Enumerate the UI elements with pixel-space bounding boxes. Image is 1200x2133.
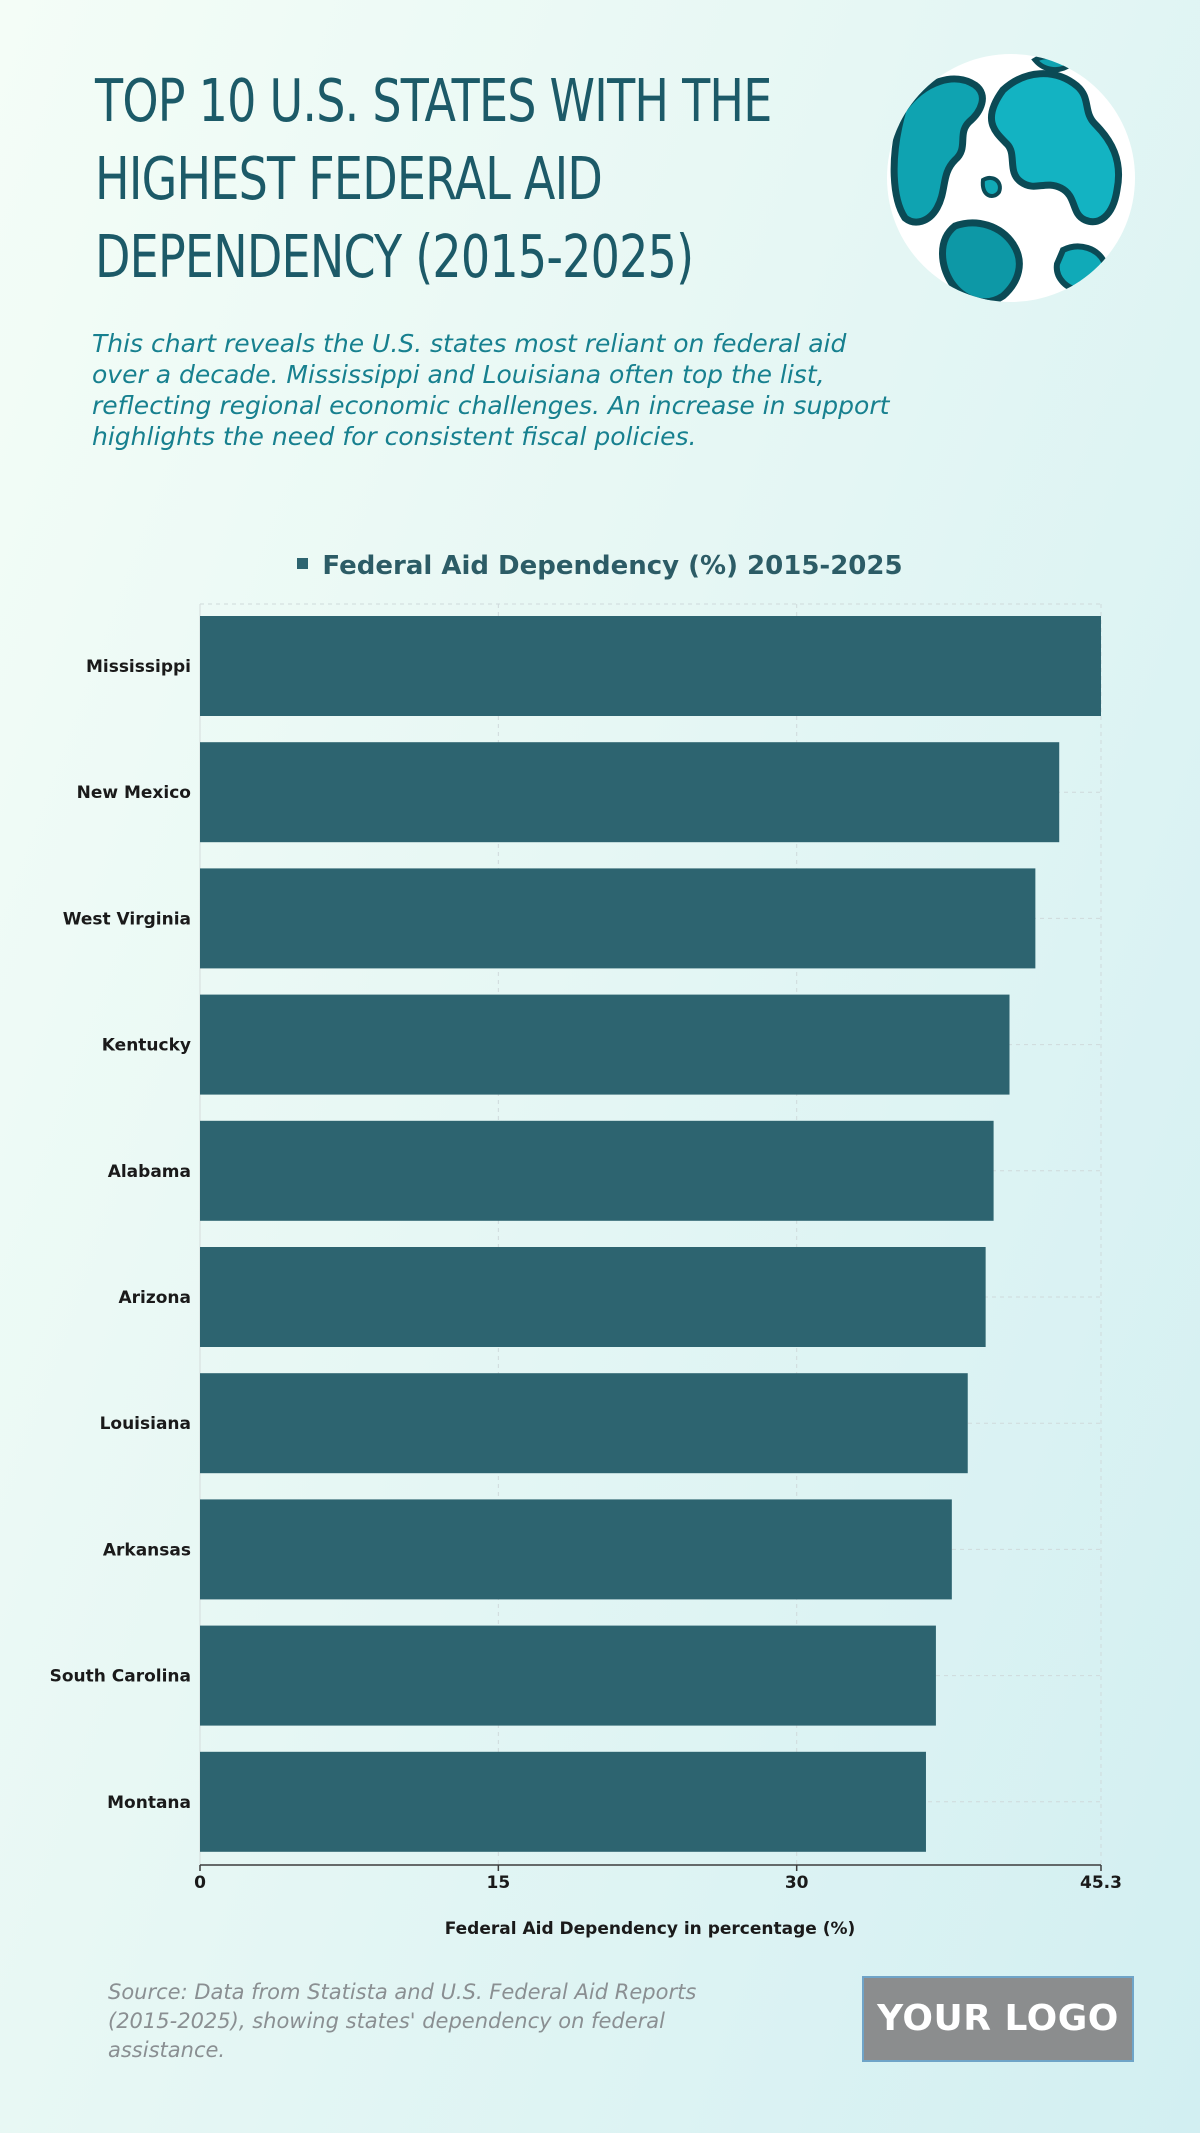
category-label: Arizona (118, 1288, 191, 1308)
chart-category-labels: Mississippi New Mexico West Virginia Kentuc… (50, 657, 191, 1813)
category-label: Arkansas (103, 1540, 191, 1560)
bar-west-virginia (200, 868, 1036, 969)
bar-new-mexico (200, 742, 1060, 843)
logo-placeholder: YOUR LOGO (862, 1976, 1134, 2062)
bar-south-carolina (200, 1625, 936, 1726)
category-label: Mississippi (86, 657, 191, 677)
legend-swatch (297, 558, 309, 569)
chart-bars (200, 616, 1101, 1852)
category-label: New Mexico (77, 783, 191, 803)
category-label: Kentucky (102, 1036, 191, 1056)
category-label: Alabama (108, 1162, 191, 1182)
category-label: West Virginia (63, 909, 191, 929)
globe-icon (887, 54, 1135, 302)
x-tick-label: 0 (194, 1873, 206, 1893)
chart-legend: Federal Aid Dependency (%) 2015-2025 (0, 551, 1200, 581)
x-axis-title: Federal Aid Dependency in percentage (%) (445, 1919, 856, 1939)
bar-chart: Mississippi New Mexico West Virginia Kentuc… (50, 603, 1122, 1939)
bar-arkansas (200, 1499, 952, 1600)
chart-description: This chart reveals the U.S. states most … (92, 329, 890, 451)
page-title: TOP 10 U.S. STATES WITH THE HIGHEST FEDE… (95, 66, 772, 291)
bar-mississippi (200, 616, 1101, 716)
bar-alabama (200, 1120, 994, 1221)
x-tick-label: 15 (487, 1873, 511, 1893)
bar-montana (200, 1751, 926, 1852)
bar-louisiana (200, 1373, 968, 1474)
category-label: Montana (107, 1793, 191, 1813)
category-label: South Carolina (50, 1667, 191, 1687)
x-tick-label: 45.3 (1080, 1873, 1122, 1893)
source-note: Source: Data from Statista and U.S. Fede… (108, 1980, 697, 2062)
x-tick-label: 30 (785, 1873, 809, 1893)
category-label: Louisiana (100, 1414, 191, 1434)
chart-x-ticks: 0 15 30 45.3 (194, 1864, 1122, 1893)
legend-label: Federal Aid Dependency (%) 2015-2025 (322, 551, 903, 581)
bar-kentucky (200, 994, 1010, 1095)
bar-arizona (200, 1247, 986, 1347)
